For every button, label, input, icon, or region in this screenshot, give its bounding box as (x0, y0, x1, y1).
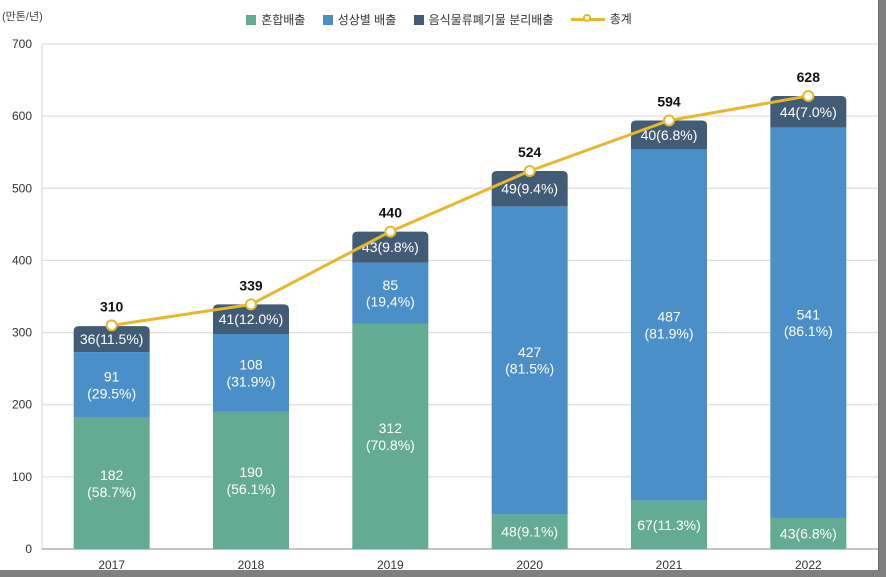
total-point (384, 225, 397, 238)
bar-data-label: 541 (86.1%) (784, 306, 833, 339)
y-tick-label: 300 (12, 326, 32, 340)
total-line (111, 94, 809, 327)
bar-segment-food (352, 231, 429, 263)
bar-segment-sorted (213, 334, 289, 412)
bar-data-label: 48(9.1%) (501, 524, 558, 540)
bar-segment-sorted (631, 149, 707, 501)
legend-label-mixed: 혼합배출 (261, 13, 306, 27)
legend-label-sorted: 성상별 배출 (337, 13, 397, 27)
y-tick-label: 100 (12, 470, 32, 484)
legend-label-total: 총계 (609, 12, 632, 26)
bar-segment-mixed (73, 417, 150, 549)
y-tick-label: 700 (12, 37, 32, 51)
bar-segment-food (213, 304, 289, 335)
bar-segment-sorted (770, 127, 847, 518)
total-label: 339 (239, 277, 263, 293)
y-tick-label: 500 (12, 181, 32, 195)
bar-segment-sorted (491, 206, 568, 515)
bar-data-label: 91 (29.5%) (87, 368, 136, 401)
bar-segment-mixed (631, 500, 707, 549)
x-tick-label: 2017 (98, 558, 125, 570)
bar-data-label: 312 (70.8%) (366, 420, 415, 453)
y-tick-label: 600 (12, 109, 32, 123)
legend-item-mixed: 혼합배출 (246, 11, 305, 28)
legend-swatch-sorted (322, 14, 333, 25)
total-point (105, 319, 118, 332)
total-label: 524 (518, 144, 542, 160)
bar-segment-food (770, 95, 847, 128)
legend-line-total (570, 13, 605, 25)
bar-segment-sorted (352, 262, 429, 324)
legend-swatch-mixed (246, 14, 257, 25)
x-tick-label: 2022 (795, 558, 822, 570)
x-tick-label: 2019 (377, 558, 404, 570)
x-tick-label: 2021 (656, 558, 683, 570)
bar-data-label: 49(9.4%) (501, 181, 558, 197)
bar-segment-sorted (73, 352, 150, 418)
legend-swatch-food (413, 14, 424, 25)
bar-data-label: 190 (56.1%) (226, 464, 275, 497)
bar-segment-mixed (352, 323, 429, 549)
total-label: 628 (797, 69, 821, 85)
bar-data-label: 182 (58.7%) (87, 467, 136, 500)
bar-data-label: 67(11.3%) (637, 517, 701, 533)
bar-data-label: 40(6.8%) (641, 127, 698, 143)
bar-data-label: 44(7.0%) (780, 104, 837, 120)
total-point (245, 298, 257, 311)
y-axis-unit: (만톤/년) (2, 11, 43, 23)
bar-data-label: 43(6.8%) (780, 525, 837, 541)
bar-segment-mixed (491, 514, 568, 549)
bar-segment-mixed (213, 411, 289, 549)
legend-item-total: 총계 (570, 10, 632, 27)
total-point (523, 164, 536, 177)
legend-item-sorted: 성상별 배출 (322, 11, 397, 28)
unit-text: 만톤/년 (5, 11, 40, 23)
bar-data-label: 43(9.8%) (362, 239, 419, 255)
bar-data-label: 108 (31.9%) (226, 357, 275, 390)
stacked-bar-chart: 0 100 200 300 400 500 600 700 2017 182 (58.7%) 91 (2… (12, 37, 878, 570)
y-tick-label: 400 (12, 253, 32, 267)
bar-data-label: 427 (81.5%) (505, 344, 554, 377)
bar-segment-food (73, 326, 150, 353)
bar-data-label: 36(11.5%) (80, 331, 144, 347)
x-tick-label: 2018 (238, 558, 265, 570)
bar-segment-mixed (770, 517, 847, 549)
total-label: 440 (379, 205, 403, 221)
legend: 혼합배출 성상별 배출 음식물류폐기물 분리배출 총계 (0, 10, 878, 28)
bar-data-label: 85 (19,4%) (366, 277, 415, 310)
total-label: 594 (657, 93, 681, 109)
y-tick-label: 0 (25, 542, 32, 556)
total-point (802, 89, 815, 102)
total-point (663, 114, 675, 127)
legend-label-food: 음식물류폐기물 분리배출 (428, 13, 554, 27)
y-tick-label: 200 (12, 398, 32, 412)
x-tick-label: 2020 (516, 558, 543, 570)
legend-item-food: 음식물류폐기물 분리배출 (413, 11, 554, 28)
bar-data-label: 487 (81.9%) (644, 309, 693, 342)
total-label: 310 (100, 298, 124, 314)
bar-data-label: 41(12.0%) (219, 311, 284, 327)
